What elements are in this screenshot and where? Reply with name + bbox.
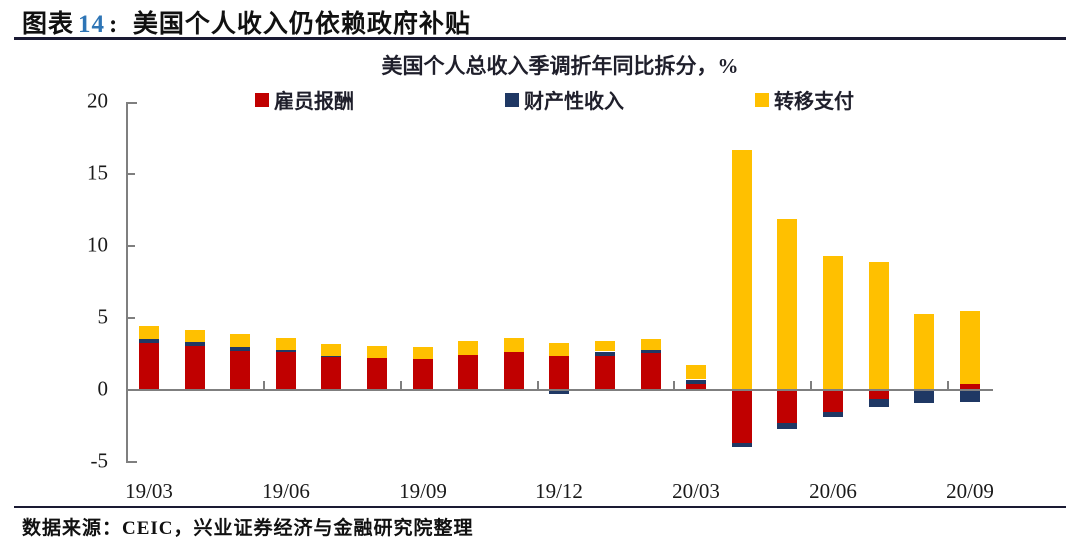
bar-seg-19/05 [230, 351, 250, 389]
x-axis-tick [673, 381, 675, 391]
bar-seg-20/08 [914, 314, 934, 389]
legend-label: 转移支付 [774, 91, 854, 113]
bar-seg-20/06 [823, 412, 843, 417]
x-axis-tick [810, 381, 812, 391]
legend-item-property-income: 财产性收入 [505, 85, 624, 114]
bar-seg-19/04 [185, 330, 205, 342]
bar-seg-20/06 [823, 390, 843, 412]
x-axis-label: 19/03 [125, 479, 173, 503]
bar-seg-19/09 [413, 359, 433, 389]
bar-seg-19/11 [504, 352, 524, 389]
figure-title-text: 美国个人收入仍依赖政府补贴 [132, 11, 471, 38]
bar-seg-19/06 [276, 350, 296, 352]
bar-seg-20/09 [960, 390, 980, 402]
bar-seg-20/05 [777, 219, 797, 389]
bar-seg-20/03 [686, 383, 706, 389]
y-axis-bottom-cap [126, 461, 137, 463]
bar-seg-19/03 [139, 326, 159, 339]
bar-seg-19/04 [185, 346, 205, 389]
x-axis-label: 20/09 [946, 479, 994, 503]
bar-seg-19/03 [139, 343, 159, 389]
bar-seg-19/12 [549, 343, 569, 356]
bar-seg-20/03 [686, 365, 706, 379]
bar-seg-19/08 [367, 358, 387, 389]
bar-seg-19/10 [458, 341, 478, 355]
bar-seg-20/02 [641, 339, 661, 350]
bar-seg-20/05 [777, 390, 797, 423]
figure-title: 图表 14: 美国个人收入仍依赖政府补贴 [22, 4, 471, 40]
bar-seg-20/02 [641, 349, 661, 353]
bar-seg-20/04 [732, 443, 752, 447]
y-axis-top-cap [126, 102, 137, 104]
figure-colon: : [109, 11, 119, 38]
bar-seg-19/10 [458, 355, 478, 389]
x-axis-label: 19/12 [535, 479, 583, 503]
y-axis-tick-label: 0 [97, 376, 109, 401]
bar-seg-20/01 [595, 355, 615, 389]
legend-swatch-red [255, 92, 269, 107]
y-axis-line [126, 102, 128, 463]
x-axis-tick [537, 381, 539, 391]
bar-seg-19/12 [549, 356, 569, 389]
bar-seg-19/03 [139, 339, 159, 343]
bar-seg-20/09 [960, 384, 980, 389]
figure-number: 14 [78, 11, 106, 38]
x-axis-label: 19/06 [262, 479, 310, 503]
x-axis-label: 19/09 [399, 479, 447, 503]
bar-seg-19/07 [321, 344, 341, 356]
chart-legend: 雇员报酬 财产性收入 转移支付 [0, 85, 1080, 114]
chart-title: 美国个人总收入季调折年同比拆分，% [381, 54, 739, 78]
y-axis-tick [126, 173, 135, 175]
bar-seg-19/06 [276, 338, 296, 350]
y-axis-tick [126, 245, 135, 247]
bar-seg-20/06 [823, 256, 843, 389]
bar-seg-19/05 [230, 347, 250, 351]
bar-seg-19/08 [367, 346, 387, 358]
footer-divider [14, 506, 1066, 508]
bar-seg-20/02 [641, 353, 661, 389]
legend-swatch-navy [505, 92, 519, 107]
y-axis-tick-label: 10 [87, 232, 108, 257]
y-axis-tick-label: 20 [87, 88, 108, 113]
bar-seg-20/08 [914, 391, 934, 403]
y-axis-tick-label: 15 [87, 160, 108, 185]
legend-item-compensation: 雇员报酬 [255, 85, 354, 114]
title-divider [14, 37, 1066, 40]
legend-item-transfer-payments: 转移支付 [755, 85, 854, 114]
bar-seg-20/01 [595, 341, 615, 351]
legend-label: 雇员报酬 [274, 91, 354, 113]
y-axis-tick-label: -5 [90, 448, 109, 473]
bar-seg-20/01 [595, 352, 615, 356]
bar-seg-20/05 [777, 423, 797, 429]
bar-seg-19/09 [413, 347, 433, 359]
y-axis-tick-label: 5 [97, 304, 109, 329]
x-axis-zero-line [126, 389, 993, 391]
bar-seg-20/09 [960, 311, 980, 384]
bar-seg-19/06 [276, 352, 296, 389]
x-axis-tick [400, 381, 402, 391]
bar-seg-19/12 [549, 390, 569, 394]
bar-seg-20/04 [732, 390, 752, 443]
bar-seg-20/04 [732, 150, 752, 389]
x-axis-label: 20/06 [809, 479, 857, 503]
bar-seg-20/07 [869, 262, 889, 389]
figure-label: 图表 [22, 11, 75, 38]
data-source: 数据来源：CEIC，兴业证券经济与金融研究院整理 [22, 518, 474, 539]
bar-seg-19/11 [504, 338, 524, 352]
bar-seg-19/07 [321, 356, 341, 357]
bar-seg-20/03 [686, 380, 706, 384]
x-axis-tick [263, 381, 265, 391]
bar-seg-19/05 [230, 334, 250, 347]
y-axis-tick [126, 317, 135, 319]
bar-seg-19/04 [185, 342, 205, 346]
legend-swatch-gold [755, 92, 769, 107]
bar-seg-20/07 [869, 399, 889, 407]
bar-seg-20/07 [869, 390, 889, 399]
legend-label: 财产性收入 [524, 91, 624, 113]
x-axis-label: 20/03 [672, 479, 720, 503]
x-axis-tick [947, 381, 949, 391]
bar-seg-19/07 [321, 357, 341, 389]
